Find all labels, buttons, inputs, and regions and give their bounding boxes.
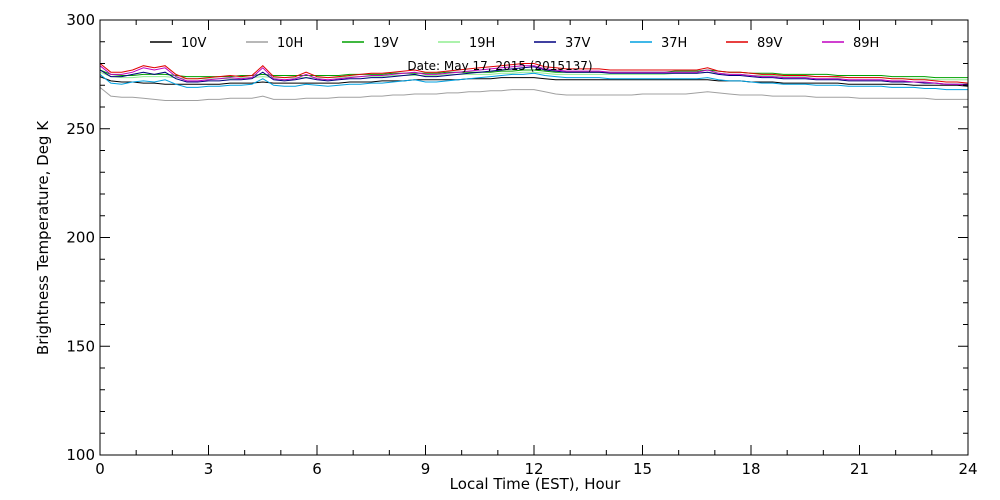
legend-label-37v: 37V [565,36,591,51]
x-tick-label: 21 [850,460,869,478]
series-line-10h [99,87,968,101]
x-tick-label: 6 [312,460,322,478]
x-tick-label: 24 [958,460,977,478]
legend-label-10v: 10V [181,36,207,51]
date-annotation: Date: May 17, 2015 (2015137) [407,59,592,73]
series-line-89v [99,63,969,84]
x-tick-label: 15 [633,460,652,478]
series-line-37h [99,72,968,91]
legend-label-19h: 19H [469,36,495,51]
x-tick-label: 12 [524,460,543,478]
y-axis-label: Brightness Temperature, Deg K [34,120,52,355]
y-tick-label: 250 [66,120,95,138]
legend-label-37h: 37H [661,36,687,51]
y-tick-label: 200 [66,229,95,247]
legend: 10V 10H 19V 19H 37V 37H 89V 89H [150,36,879,51]
x-tick-label: 9 [421,460,431,478]
legend-label-89h: 89H [853,36,879,51]
y-tick-label: 300 [66,11,95,29]
legend-label-10h: 10H [277,36,303,51]
series-line-37v [99,66,968,85]
x-tick-label: 18 [741,460,760,478]
y-tick-label: 100 [66,446,95,464]
axes-layer: 0 3 6 9 12 15 18 21 24 100 150 200 250 300 [66,11,977,478]
series-line-89h [99,65,969,86]
legend-label-19v: 19V [373,36,399,51]
series-layer [99,63,969,101]
x-axis-label: Local Time (EST), Hour [450,475,621,493]
series-line-10v [99,76,969,87]
legend-label-89v: 89V [757,36,783,51]
series-line-19v [99,69,968,79]
x-tick-label: 0 [95,460,105,478]
x-tick-label: 3 [204,460,214,478]
y-tick-label: 150 [66,337,95,355]
